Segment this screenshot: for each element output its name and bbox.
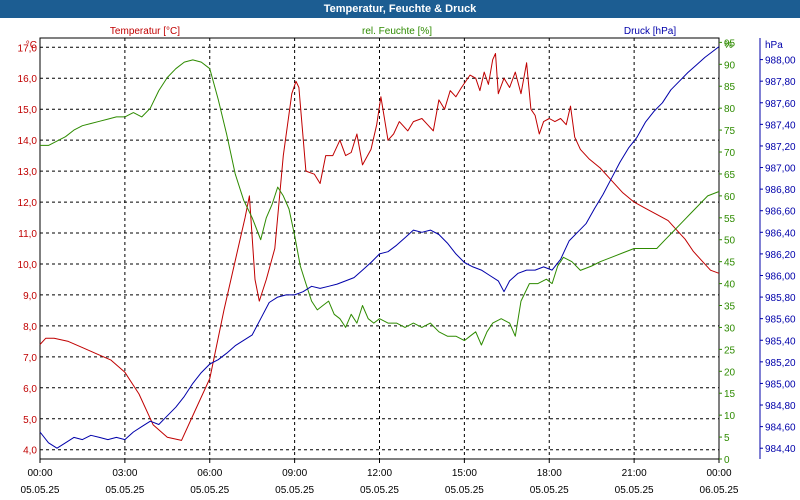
pressure-tick-label: 984,80 [765, 401, 796, 412]
x-tick-date: 05.05.25 [190, 485, 229, 496]
temperature-tick-label: 12,0 [18, 198, 38, 209]
temperature-tick-label: 15,0 [18, 105, 38, 116]
x-tick-date: 05.05.25 [360, 485, 399, 496]
humidity-tick-label: 55 [724, 214, 736, 225]
humidity-tick-label: 95 [724, 38, 736, 49]
x-tick-time: 03:00 [112, 468, 137, 479]
humidity-tick-label: 65 [724, 170, 736, 181]
temperature-tick-label: 10,0 [18, 260, 38, 271]
humidity-tick-label: 40 [724, 280, 736, 291]
humidity-tick-label: 20 [724, 367, 736, 378]
pressure-tick-label: 987,20 [765, 142, 796, 153]
humidity-tick-label: 70 [724, 148, 736, 159]
pressure-tick-label: 986,60 [765, 207, 796, 218]
pressure-unit: hPa [765, 40, 783, 51]
pressure-tick-label: 987,60 [765, 99, 796, 110]
humidity-tick-label: 30 [724, 323, 736, 334]
humidity-tick-label: 15 [724, 389, 736, 400]
temperature-tick-label: 16,0 [18, 74, 38, 85]
temperature-tick-label: 5,0 [23, 415, 37, 426]
humidity-unit: % [724, 40, 733, 51]
temperature-axis-label: Temperatur [°C] [110, 26, 180, 37]
pressure-series-line [39, 46, 720, 449]
temperature-tick-label: 6,0 [23, 384, 37, 395]
x-tick-time: 12:00 [367, 468, 392, 479]
x-tick-date: 06.05.25 [700, 485, 739, 496]
x-tick-time: 18:00 [537, 468, 562, 479]
x-tick-date: 05.05.25 [105, 485, 144, 496]
humidity-tick-label: 35 [724, 302, 736, 313]
axes [39, 38, 763, 463]
humidity-tick-label: 10 [724, 411, 736, 422]
humidity-tick-label: 25 [724, 345, 736, 356]
pressure-tick-label: 986,00 [765, 271, 796, 282]
temperature-tick-label: 11,0 [18, 229, 37, 240]
temperature-tick-label: 9,0 [23, 291, 37, 302]
x-tick-time: 06:00 [197, 468, 222, 479]
pressure-axis-label: Druck [hPa] [624, 26, 676, 37]
x-tick-date: 05.05.25 [530, 485, 569, 496]
humidity-tick-label: 5 [724, 433, 730, 444]
pressure-tick-label: 985,80 [765, 293, 796, 304]
pressure-tick-label: 987,80 [765, 77, 796, 88]
pressure-tick-label: 986,40 [765, 228, 796, 239]
humidity-tick-label: 0 [724, 455, 730, 466]
grid [39, 37, 720, 460]
series-lines [39, 46, 720, 449]
humidity-series-line [40, 59, 720, 346]
x-tick-time: 00:00 [706, 468, 731, 479]
temperature-tick-label: 17,0 [18, 43, 38, 54]
pressure-tick-label: 985,00 [765, 379, 796, 390]
temperature-tick-label: 4,0 [23, 446, 37, 457]
x-tick-time: 09:00 [282, 468, 307, 479]
temperature-tick-label: 13,0 [18, 167, 38, 178]
humidity-tick-label: 60 [724, 192, 736, 203]
x-tick-date: 05.05.25 [615, 485, 654, 496]
pressure-tick-label: 986,20 [765, 250, 796, 261]
humidity-tick-label: 50 [724, 236, 736, 247]
x-tick-time: 21:00 [622, 468, 647, 479]
pressure-tick-label: 984,60 [765, 423, 796, 434]
x-tick-date: 05.05.25 [275, 485, 314, 496]
pressure-tick-label: 987,00 [765, 164, 796, 175]
temperature-series-line [39, 53, 720, 441]
pressure-tick-label: 988,00 [765, 56, 796, 67]
humidity-tick-label: 85 [724, 82, 736, 93]
temperature-unit: °C [26, 40, 37, 51]
humidity-tick-label: 90 [724, 60, 736, 71]
pressure-tick-label: 987,40 [765, 120, 796, 131]
x-tick-time: 00:00 [27, 468, 52, 479]
x-tick-time: 15:00 [452, 468, 477, 479]
x-tick-date: 05.05.25 [445, 485, 484, 496]
humidity-tick-label: 80 [724, 104, 736, 115]
humidity-axis-label: rel. Feuchte [%] [362, 26, 432, 37]
axis-labels: 00:00 05.05.25 03:00 05.05.25 06:00 05.05.25 0… [18, 26, 796, 496]
pressure-tick-label: 985,20 [765, 358, 796, 369]
pressure-tick-label: 986,80 [765, 185, 796, 196]
pressure-tick-label: 985,40 [765, 336, 796, 347]
temperature-tick-label: 7,0 [23, 353, 37, 364]
pressure-tick-label: 984,40 [765, 444, 796, 455]
chart-title: Temperatur, Feuchte & Druck [0, 0, 800, 18]
temperature-tick-label: 8,0 [23, 322, 37, 333]
x-tick-date: 05.05.25 [21, 485, 60, 496]
pressure-tick-label: 985,60 [765, 315, 796, 326]
humidity-tick-label: 75 [724, 126, 736, 137]
humidity-tick-label: 45 [724, 258, 736, 269]
temperature-tick-label: 14,0 [18, 136, 38, 147]
